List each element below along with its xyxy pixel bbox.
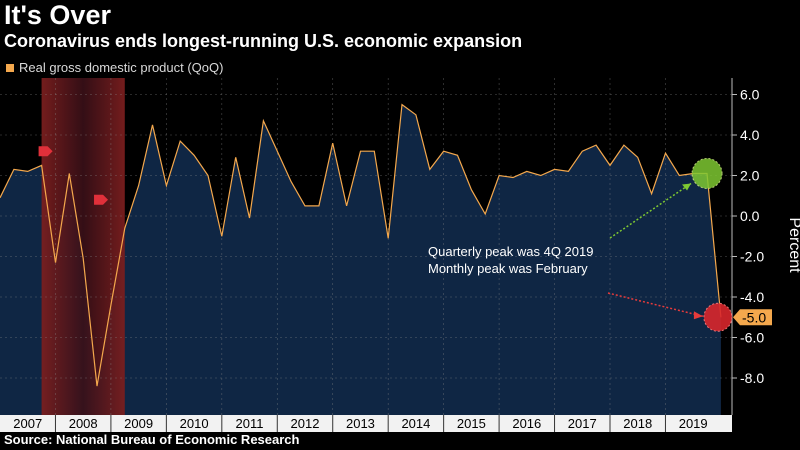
- x-tick-label: 2016: [512, 416, 541, 431]
- trough-arrow: [607, 292, 704, 317]
- y-tick-label: -6.0: [740, 330, 764, 346]
- legend-swatch: [6, 63, 14, 72]
- gdp-line: [0, 103, 722, 387]
- y-tick-label: 6.0: [740, 87, 760, 103]
- peak-tag-icon: [38, 146, 53, 157]
- x-axis-band: [0, 415, 732, 432]
- y-tick-label: -8.0: [740, 370, 764, 386]
- x-tick-label: 2010: [180, 416, 209, 431]
- peak-marker: [691, 157, 723, 189]
- chart-title: It's Over: [4, 0, 111, 30]
- recession-band: [41, 78, 125, 415]
- value-label: -5.0: [742, 309, 766, 325]
- y-tick-label: 2.0: [740, 168, 760, 184]
- y-tick-label: 4.0: [740, 127, 760, 143]
- x-tick-label: 2008: [69, 416, 98, 431]
- trough-arrowhead-icon: [693, 311, 703, 320]
- x-tick-label: 2012: [291, 416, 320, 431]
- source-note: Source: National Bureau of Economic Rese…: [4, 432, 300, 447]
- peak-tag-icon: [94, 194, 109, 205]
- x-tick-label: 2018: [623, 416, 652, 431]
- x-tick-label: 2009: [124, 416, 153, 431]
- legend-label: Real gross domestic product (QoQ): [19, 60, 224, 75]
- trough-marker: [703, 302, 733, 332]
- peak-arrow: [609, 182, 692, 239]
- annotation-quarterly: Quarterly peak was 4Q 2019: [428, 244, 593, 259]
- x-tick-label: 2014: [401, 416, 430, 431]
- x-tick-label: 2017: [568, 416, 597, 431]
- x-tick-label: 2011: [236, 416, 264, 431]
- y-tick-label: -2.0: [740, 249, 764, 265]
- y-axis-label: Percent: [786, 217, 800, 273]
- chart-legend: Real gross domestic product (QoQ): [6, 60, 223, 75]
- y-tick-label: 0.0: [740, 208, 760, 224]
- y-tick-label: -4.0: [740, 289, 764, 305]
- chart-subtitle: Coronavirus ends longest-running U.S. ec…: [4, 31, 523, 51]
- x-tick-label: 2013: [346, 416, 375, 431]
- x-tick-label: 2007: [13, 416, 42, 431]
- value-label-bg: [733, 309, 772, 326]
- annotation-monthly: Monthly peak was February: [428, 261, 588, 276]
- x-tick-label: 2019: [679, 416, 708, 431]
- x-tick-label: 2015: [457, 416, 486, 431]
- peak-arrowhead-icon: [682, 183, 692, 191]
